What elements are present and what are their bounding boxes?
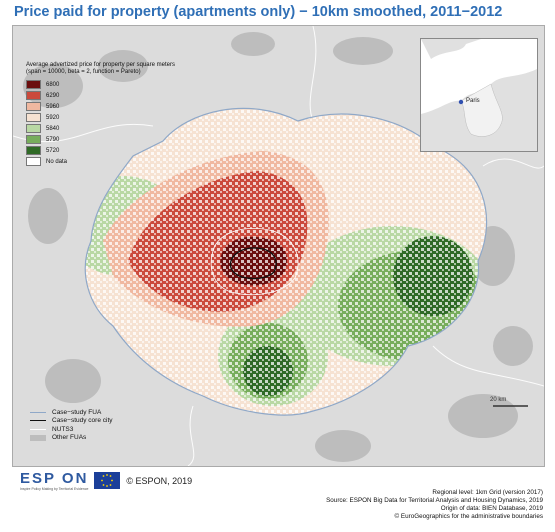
legend-label: 5920 xyxy=(46,114,60,121)
fua-outline xyxy=(84,107,488,416)
legend-swatch xyxy=(26,80,41,89)
locator-inset-map: Paris xyxy=(420,38,538,152)
inner-nuts3-outline xyxy=(210,227,299,295)
credit-line: Source: ESPON Big Data for Territorial A… xyxy=(326,497,543,504)
legend-title-line2: (span = 10000, beta = 2, function = Pare… xyxy=(26,69,141,75)
legend-swatch xyxy=(26,157,41,166)
legend-item: 6800 xyxy=(26,79,226,90)
core-city-outline xyxy=(229,247,277,280)
credits: Regional level: 1km Grid (version 2017) … xyxy=(326,489,543,521)
legend-swatch xyxy=(26,146,41,155)
legend-label: 5840 xyxy=(46,125,60,132)
map-svg xyxy=(13,26,544,466)
legend-label: 5790 xyxy=(46,136,60,143)
legend-item: 5790 xyxy=(26,134,226,145)
credit-line: Regional level: 1km Grid (version 2017) xyxy=(432,489,543,496)
boundary-legend-label: Case−study FUA xyxy=(52,408,102,416)
espon-tagline: Inspire Policy Making by Territorial Evi… xyxy=(20,487,89,491)
legend-label: No data xyxy=(46,158,68,165)
espon-logo-text: ESP ON xyxy=(20,470,89,487)
legend-item: 5960 xyxy=(26,101,226,112)
inset-city-label: Paris xyxy=(466,98,480,104)
boundary-legend-item: Other FUAs xyxy=(30,434,113,443)
boundary-legend-symbol xyxy=(30,428,46,430)
eu-flag-icon xyxy=(94,472,121,489)
legend-label: 6290 xyxy=(46,92,60,99)
inset-svg xyxy=(421,39,537,151)
legend-swatch xyxy=(26,102,41,111)
boundary-legend-symbol xyxy=(30,420,46,422)
legend-swatch xyxy=(26,113,41,122)
paris-dot xyxy=(458,99,464,105)
legend-swatch xyxy=(26,135,41,144)
boundary-legend-label: NUTS3 xyxy=(52,425,74,433)
legend-item: 5720 xyxy=(26,145,226,156)
legend-item: 6290 xyxy=(26,90,226,101)
legend-label: 5960 xyxy=(46,103,60,110)
espon-logo: ESP ON Inspire Policy Making by Territor… xyxy=(20,470,88,491)
boundary-legend-label: Case−study core city xyxy=(52,417,113,425)
legend-item: 5920 xyxy=(26,112,226,123)
price-legend: Average advertized price for property pe… xyxy=(26,62,226,167)
branding: ESP ON Inspire Policy Making by Territor… xyxy=(20,470,192,491)
boundary-legend-item: Case−study FUA xyxy=(30,408,113,417)
credit-line: © EuroGeographics for the administrative… xyxy=(394,513,544,520)
legend-swatch xyxy=(26,124,41,133)
legend-title-line1: Average advertized price for property pe… xyxy=(26,62,175,68)
legend-label: 5720 xyxy=(46,147,60,154)
scale-label: 20 km xyxy=(490,397,507,403)
boundary-legend: Case−study FUA Case−study core city NUTS3 O… xyxy=(30,408,113,442)
legend-swatch xyxy=(26,91,41,100)
credit-line: Origin of data: BIEN Database, 2019 xyxy=(440,505,543,512)
legend-label: 6800 xyxy=(46,81,60,88)
map-title: Price paid for property (apartments only… xyxy=(14,4,503,20)
boundary-legend-label: Other FUAs xyxy=(52,434,87,442)
copyright: © ESPON, 2019 xyxy=(126,475,193,486)
boundary-legend-item: NUTS3 xyxy=(30,425,113,434)
boundary-legend-item: Case−study core city xyxy=(30,417,113,426)
legend-item: 5840 xyxy=(26,123,226,134)
boundary-legend-symbol xyxy=(30,434,46,441)
boundary-legend-symbol xyxy=(30,411,46,413)
legend-rows: 6800 6290 5960 5920 5840 5790 5720 No data xyxy=(26,79,226,167)
legend-item: No data xyxy=(26,156,226,167)
